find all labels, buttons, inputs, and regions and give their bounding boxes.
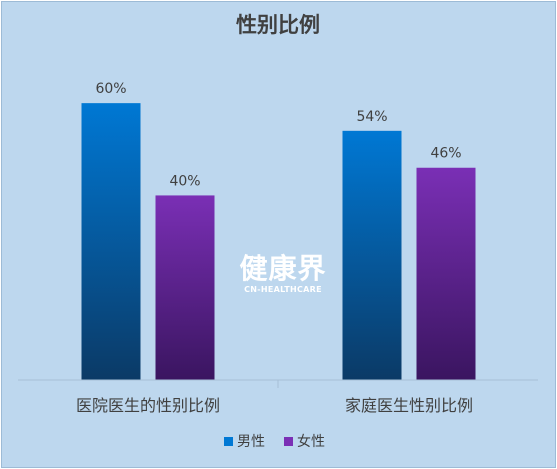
category-labels: 医院医生的性别比例 家庭医生性别比例: [76, 396, 473, 415]
watermark: 健康界 CN-HEALTHCARE: [239, 252, 326, 294]
legend-swatch-male: [224, 437, 233, 446]
watermark-sub: CN-HEALTHCARE: [244, 285, 322, 294]
legend: 男性 女性: [224, 433, 325, 450]
bar-female-2: [416, 167, 476, 380]
bar-male-2: [342, 130, 402, 380]
legend-swatch-female: [284, 437, 293, 446]
data-label-male-2: 54%: [356, 109, 387, 125]
data-label-male-1: 60%: [95, 81, 126, 97]
category-label-2: 家庭医生性别比例: [345, 396, 473, 415]
legend-label-female: 女性: [297, 433, 325, 450]
data-label-female-1: 40%: [169, 173, 200, 189]
chart-title: 性别比例: [236, 13, 320, 37]
bars-group: 60% 40% 54% 46%: [81, 81, 476, 381]
category-label-1: 医院医生的性别比例: [76, 396, 220, 415]
bar-female-1: [155, 195, 215, 380]
data-label-female-2: 46%: [430, 146, 461, 162]
legend-label-male: 男性: [237, 434, 265, 450]
bar-male-1: [81, 103, 141, 381]
watermark-main: 健康界: [239, 252, 326, 285]
